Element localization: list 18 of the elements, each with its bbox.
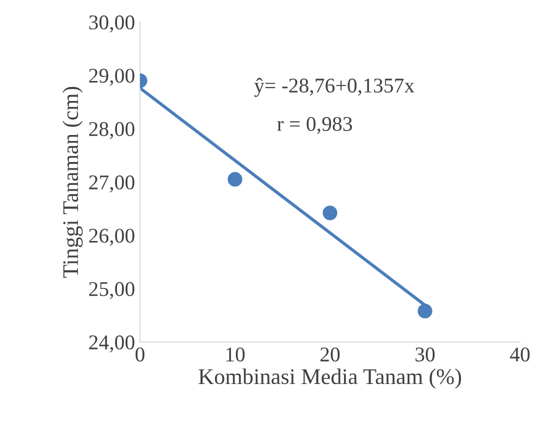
- annotation: r = 0,983: [277, 116, 352, 134]
- y-axis-title: Tinggi Tanaman (cm): [62, 86, 83, 278]
- x-tick-label: 20: [320, 347, 340, 362]
- x-tick-label: 0: [136, 347, 144, 362]
- x-tick-label: 30: [416, 347, 435, 362]
- y-tick-label: 28,00: [89, 122, 134, 140]
- y-tick-label: 25,00: [89, 282, 134, 300]
- y-tick-label: 27,00: [89, 175, 134, 192]
- y-tick-label: 30,00: [89, 15, 134, 32]
- y-tick-label: 24,00: [89, 335, 134, 352]
- y-tick-label: 26,00: [89, 228, 134, 246]
- x-tick-label: 40: [510, 347, 530, 362]
- y-tick-label: 29,00: [89, 68, 134, 86]
- point: [418, 304, 432, 318]
- point: [322, 206, 338, 220]
- x-axis-title: Kombinasi Media Tanam (%): [198, 368, 462, 389]
- annotation: ŷ= -28,76+0,1357x: [254, 78, 414, 97]
- x-tick-label: 10: [226, 347, 245, 362]
